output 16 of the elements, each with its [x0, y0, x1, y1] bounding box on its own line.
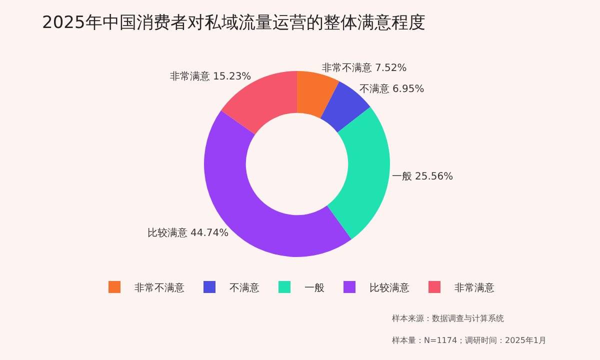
- text: 样本量：N=1174；调研时间：2025年1月: [392, 336, 546, 345]
- legend-label: 非常不满意: [134, 282, 184, 294]
- category-label: 一般 25.56%: [392, 172, 454, 183]
- donut-slice: [320, 81, 370, 133]
- legend-label: 比较满意: [370, 282, 410, 294]
- category-label: 不满意 6.95%: [359, 84, 424, 95]
- category-label: 比较满意 44.74%: [147, 228, 229, 240]
- text: 样本来源：数据调查与计算系统: [392, 314, 504, 323]
- legend-label: 非常满意: [454, 282, 494, 294]
- donut-slice: [326, 106, 390, 240]
- donut-slice: [297, 71, 340, 118]
- category-label: 非常满意 15.23%: [170, 72, 252, 83]
- legend-label: 一般: [304, 282, 324, 294]
- category-label: 非常不满意 7.52%: [322, 62, 407, 74]
- legend-label: 不满意: [230, 282, 260, 294]
- chart-title: 2025年中国消费者对私域流量运营的整体满意程度: [42, 13, 426, 34]
